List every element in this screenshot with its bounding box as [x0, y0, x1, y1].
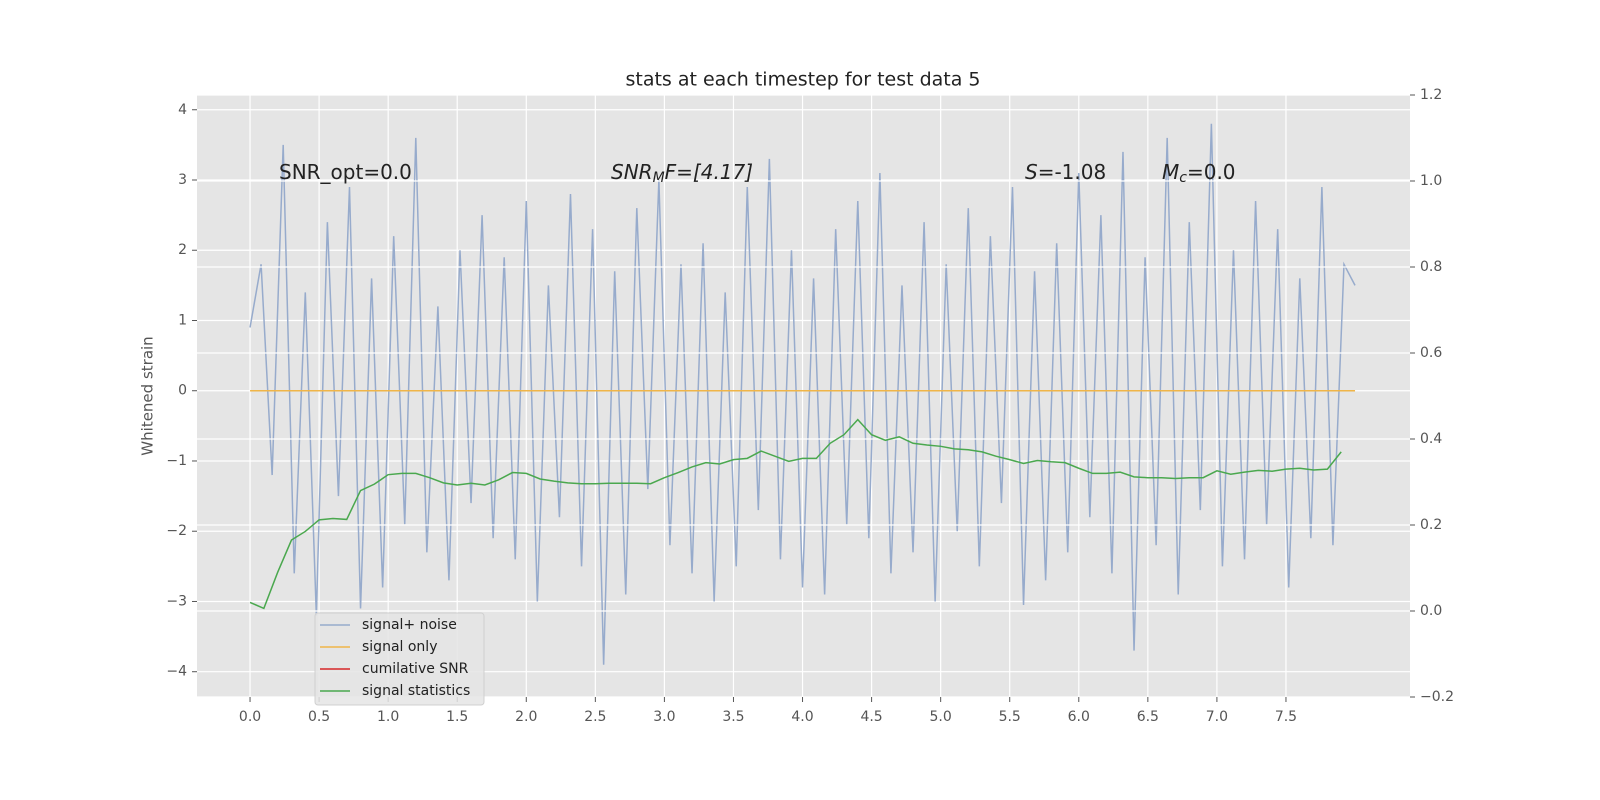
y-tick-label: 4	[178, 102, 187, 118]
annotation-part: =0.0	[1187, 160, 1236, 184]
y2-tick-label: −0.2	[1420, 689, 1454, 705]
annotation: SNR_opt=0.0	[279, 160, 412, 184]
annotation: S=-1.08	[1025, 160, 1106, 184]
legend-box	[314, 612, 485, 706]
x-tick-label: 6.5	[1137, 709, 1159, 725]
y-axis-label: Whitened strain	[139, 336, 157, 455]
annotation-part: c	[1179, 170, 1187, 186]
grid	[197, 95, 1410, 697]
x-tick-label: 3.0	[653, 709, 675, 725]
y-tick-label: −1	[166, 453, 187, 469]
lines	[249, 123, 1356, 665]
y2-tick-label: 1.2	[1420, 87, 1442, 103]
y-tick-label: −4	[166, 664, 187, 680]
x-tick-label: 4.0	[791, 709, 813, 725]
legend-label: signal+ noise	[362, 617, 457, 633]
series-line	[249, 123, 1356, 665]
x-tick-label: 4.5	[860, 709, 882, 725]
annotations: SNR_opt=0.0 SNRMF=[4.17] S=-1.08 Mc=0.0	[279, 160, 1236, 187]
x-tick-label: 2.0	[515, 709, 537, 725]
y-tick-label: 2	[178, 242, 187, 258]
annotation-part: M	[653, 170, 665, 186]
legend-label: cumilative SNR	[362, 661, 469, 677]
legend-label: signal statistics	[362, 683, 470, 699]
legend-label: signal only	[362, 639, 437, 655]
x-tick-label: 0.0	[239, 709, 261, 725]
annotation-part: =-1.08	[1038, 160, 1107, 184]
y-tick-label: −3	[166, 593, 187, 609]
lines-y2	[249, 418, 1342, 610]
annotation-part: F=[4.17]	[665, 160, 753, 184]
y2-tick-label: 0.2	[1420, 517, 1442, 533]
y-tick-label: 3	[178, 172, 187, 188]
y-tick-label: −2	[166, 523, 187, 539]
annotation-part: S	[1025, 160, 1038, 184]
annotation-part: M	[1162, 160, 1179, 184]
y2-tick-label: 0.0	[1420, 603, 1442, 619]
x-tick-label: 7.5	[1275, 709, 1297, 725]
x-tick-label: 2.5	[584, 709, 606, 725]
y2-tick-label: 0.4	[1420, 431, 1442, 447]
y2-tick-label: 0.8	[1420, 259, 1442, 275]
x-tick-label: 7.0	[1206, 709, 1228, 725]
annotation: Mc=0.0	[1162, 160, 1236, 187]
annotation-part: SNR	[611, 160, 653, 184]
annotation-part: SNR_opt=0.0	[279, 160, 412, 184]
x-tick-label: 5.5	[999, 709, 1021, 725]
x-tick-label: 5.0	[930, 709, 952, 725]
ticks: 0.0 0.5 1.0 1.5 2.0 2.5 3.0 3.5 4.0 4.5 5.0 5.5 6.0 6…	[166, 87, 1454, 725]
annotation: SNRMF=[4.17]	[611, 160, 753, 187]
y2-tick-label: 1.0	[1420, 173, 1442, 189]
x-tick-label: 6.0	[1068, 709, 1090, 725]
chart-title: stats at each timestep for test data 5	[625, 69, 980, 91]
legend: signal+ noise signal only cumilative SNR si…	[314, 612, 485, 706]
y-tick-label: 1	[178, 312, 187, 328]
y-tick-label: 0	[178, 383, 187, 399]
x-tick-label: 1.0	[377, 709, 399, 725]
x-tick-label: 0.5	[308, 709, 330, 725]
series-line	[249, 418, 1342, 610]
y2-tick-label: 0.6	[1420, 345, 1442, 361]
x-tick-label: 3.5	[722, 709, 744, 725]
x-tick-label: 1.5	[446, 709, 468, 725]
